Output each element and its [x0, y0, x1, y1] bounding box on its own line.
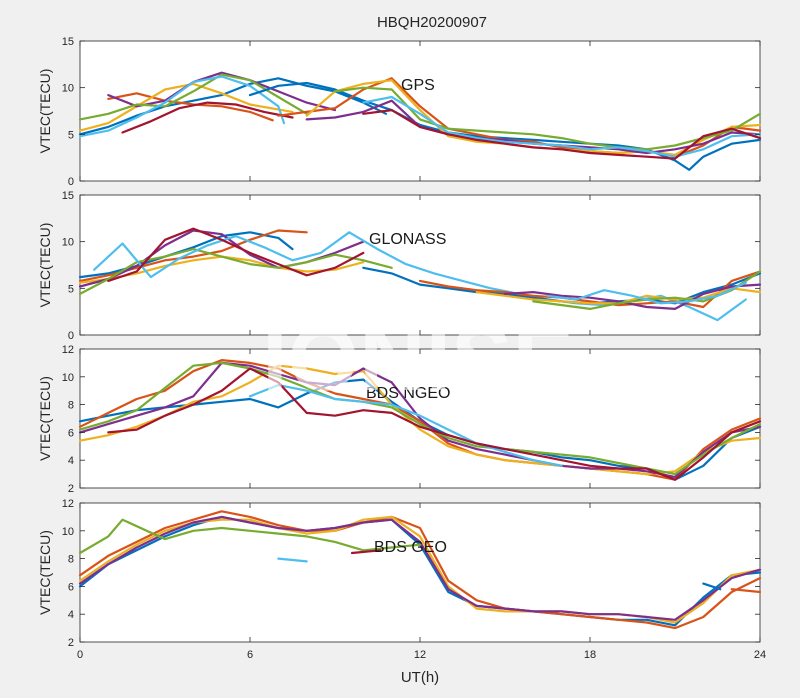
y-tick-label: 6	[68, 427, 74, 439]
series-line	[78, 73, 308, 121]
y-axis-label: VTEC(TECU)	[37, 69, 53, 154]
panel-annotation: BDS GEO	[374, 539, 447, 556]
y-tick-label: 6	[68, 581, 74, 593]
y-tick-label: 10	[62, 237, 74, 249]
x-tick-label: 0	[77, 649, 83, 661]
y-tick-label: 5	[68, 129, 74, 141]
series-line	[277, 557, 308, 563]
x-axis-label: UT(h)	[401, 669, 439, 686]
y-tick-label: 10	[62, 83, 74, 95]
series-line	[78, 518, 422, 555]
panel-annotation: GLONASS	[369, 231, 446, 248]
series-line	[121, 101, 294, 134]
series-line	[350, 549, 382, 555]
y-tick-label: 10	[62, 526, 74, 538]
x-tick-label: 6	[247, 649, 253, 661]
y-tick-label: 0	[68, 330, 74, 342]
series-line	[78, 77, 388, 136]
y-tick-label: 10	[62, 372, 74, 384]
series-line	[730, 588, 762, 594]
series-line	[78, 231, 294, 279]
series-line	[503, 283, 762, 310]
x-tick-label: 18	[584, 649, 596, 661]
series-line	[702, 582, 722, 591]
series-line	[78, 248, 393, 295]
y-tick-label: 5	[68, 283, 74, 295]
y-tick-label: 8	[68, 554, 74, 566]
series-line	[546, 281, 747, 305]
y-tick-label: 0	[68, 176, 74, 188]
series-line	[362, 95, 762, 158]
series-line	[78, 361, 762, 478]
series-line	[78, 510, 762, 630]
y-axis-label: VTEC(TECU)	[37, 376, 53, 461]
panel-glonass: 0 5 10 15 VTEC(TECU) GLONASS	[37, 190, 762, 342]
series-line	[362, 108, 762, 160]
series-line	[107, 367, 762, 481]
y-tick-label: 12	[62, 344, 74, 356]
panel-bds-ngeo: 2 4 6 8 10 12 VTEC(TECU) BDS NGEO	[37, 344, 762, 495]
series-line	[78, 82, 294, 132]
series-line	[418, 270, 762, 309]
y-axis-label: VTEC(TECU)	[37, 223, 53, 308]
y-tick-label: 2	[68, 483, 74, 495]
y-axis-label: VTEC(TECU)	[37, 530, 53, 615]
y-tick-label: 15	[62, 190, 74, 202]
panel-annotation: BDS NGEO	[366, 385, 450, 402]
series-line	[107, 227, 365, 282]
x-tick-label: 12	[414, 649, 426, 661]
y-tick-label: 2	[68, 637, 74, 649]
panel-annotation: GPS	[401, 77, 435, 94]
series-line	[248, 384, 563, 467]
plot-area	[79, 194, 761, 336]
series-line	[78, 75, 286, 138]
figure-title: HBQH20200907	[377, 14, 487, 31]
x-tick-label: 24	[754, 649, 766, 661]
y-tick-label: 12	[62, 498, 74, 510]
series-line	[78, 364, 762, 476]
y-tick-label: 4	[68, 455, 74, 467]
y-tick-label: 8	[68, 400, 74, 412]
panel-gps: 0 5 10 15 VTEC(TECU) GPS	[37, 36, 762, 188]
y-tick-label: 4	[68, 609, 74, 621]
watermark: IONISE	[262, 308, 574, 410]
y-tick-label: 15	[62, 36, 74, 48]
series-line	[78, 515, 762, 621]
